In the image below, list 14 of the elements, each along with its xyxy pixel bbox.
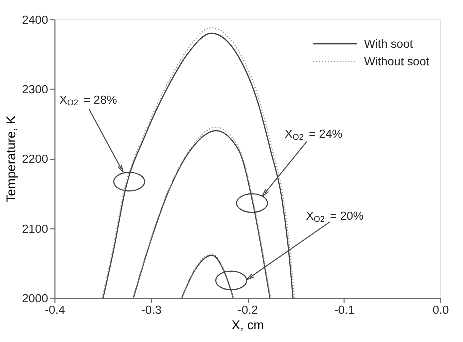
- legend-label: Without soot: [364, 55, 430, 68]
- y-tick-label: 2300: [22, 84, 49, 97]
- x-tick-label: 0.0: [432, 304, 450, 318]
- legend-label: With soot: [364, 38, 414, 51]
- y-tick-label: 2400: [22, 14, 49, 27]
- x-tick-label: -0.1: [334, 304, 355, 318]
- y-tick-label: 2200: [22, 153, 49, 166]
- y-tick-label: 2100: [22, 222, 49, 236]
- x-axis-title: X, cm: [232, 318, 264, 333]
- x-tick-label: -0.4: [45, 304, 66, 318]
- x-tick-label: -0.2: [238, 304, 258, 318]
- y-axis-title: Temperature, K: [4, 115, 18, 203]
- y-tick-label: 2000: [22, 292, 49, 306]
- x-tick-label: -0.3: [142, 304, 162, 318]
